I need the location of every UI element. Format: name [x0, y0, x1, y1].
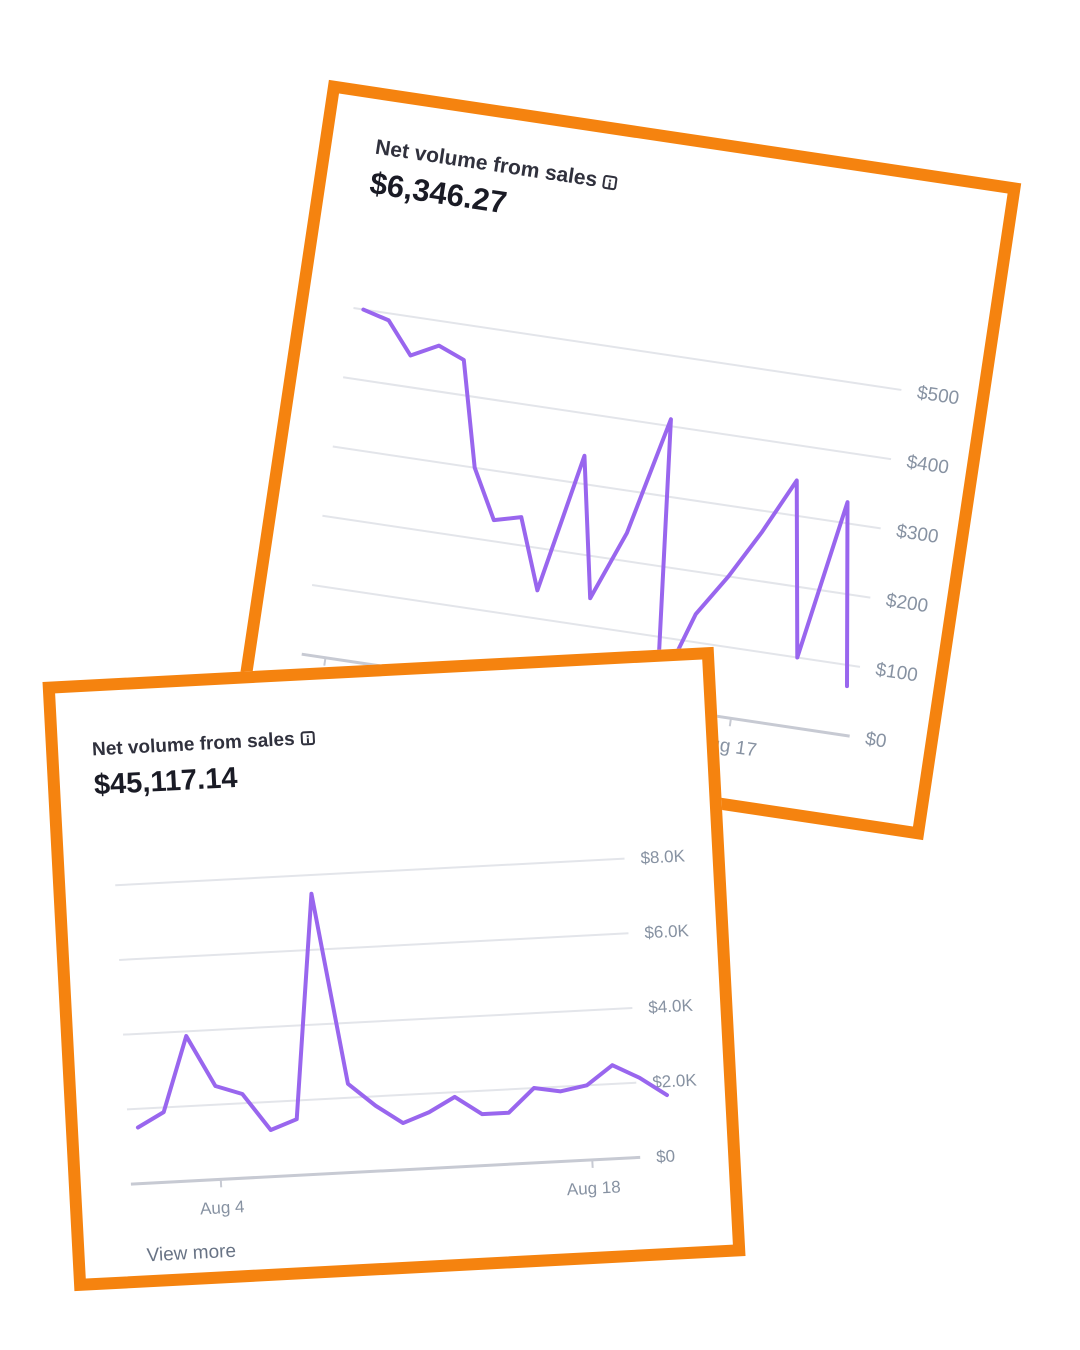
y-tick-label: $4.0K — [648, 996, 694, 1017]
y-tick-label: $0 — [864, 729, 888, 753]
y-tick-label: $6.0K — [644, 921, 690, 942]
x-tick — [730, 718, 731, 726]
x-tick — [324, 658, 325, 666]
x-tick-label: Aug 18 — [566, 1177, 621, 1199]
y-tick-label: $400 — [905, 452, 950, 479]
gridline — [353, 308, 901, 390]
y-tick-label: $300 — [895, 521, 940, 548]
x-axis — [131, 1157, 640, 1184]
y-tick-label: $0 — [656, 1147, 676, 1167]
x-tick-label: Aug 4 — [200, 1197, 245, 1218]
y-tick-label: $100 — [874, 659, 919, 686]
series-line — [126, 876, 668, 1137]
y-tick-label: $200 — [885, 590, 930, 617]
gridline — [115, 859, 624, 886]
chart-card-net-volume-long: Net volume from sales $45,117.14 $0 $2.0K… — [42, 647, 745, 1291]
view-more-link[interactable]: View more — [146, 1241, 236, 1268]
y-tick-label: $500 — [916, 382, 961, 409]
gridline — [127, 1083, 636, 1110]
gridline — [119, 933, 628, 960]
gridline — [123, 1008, 632, 1035]
y-tick-label: $8.0K — [640, 846, 686, 867]
gridline — [343, 377, 891, 459]
